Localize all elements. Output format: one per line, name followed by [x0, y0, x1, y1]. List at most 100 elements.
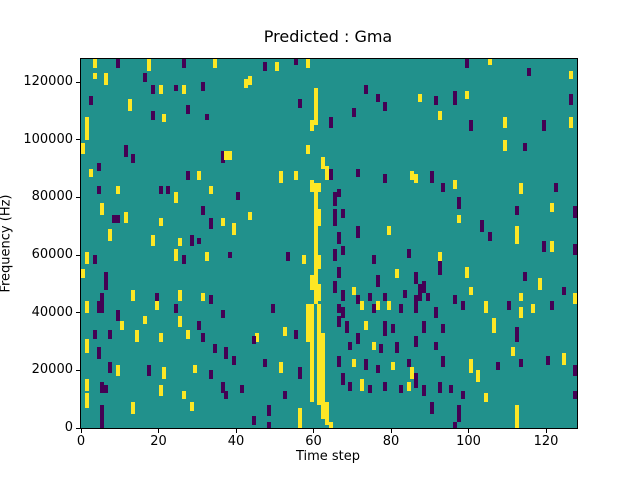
heatmap-cell — [205, 113, 209, 120]
heatmap-cell — [115, 185, 120, 195]
heatmap-cell — [329, 422, 333, 428]
heatmap-cell — [84, 116, 89, 140]
heatmap-cell — [437, 381, 442, 394]
heatmap-cell — [383, 381, 388, 391]
heatmap-cell — [515, 226, 519, 244]
heatmap-cell — [542, 240, 547, 253]
heatmap-cell — [329, 168, 333, 181]
heatmap-cell — [356, 332, 361, 345]
heatmap-cell — [313, 182, 318, 305]
heatmap-cell — [542, 119, 547, 132]
heatmap-cell — [383, 321, 388, 336]
heatmap-cell — [81, 269, 85, 279]
heatmap-cell — [336, 188, 341, 198]
heatmap-cell — [84, 301, 89, 313]
heatmap-cell — [425, 292, 430, 302]
heatmap-cell — [573, 390, 577, 400]
heatmap-cell — [197, 321, 202, 330]
heatmap-cell — [414, 335, 419, 348]
heatmap-cell — [569, 70, 574, 80]
heatmap-cell — [329, 116, 333, 129]
heatmap-cell — [340, 289, 345, 302]
heatmap-cell — [538, 278, 543, 290]
heatmap-cell — [232, 355, 237, 365]
heatmap-cell — [96, 162, 101, 172]
x-tick-label: 120 — [533, 434, 559, 449]
heatmap-cell — [348, 341, 353, 351]
heatmap-cell — [104, 272, 109, 290]
heatmap-cell — [150, 234, 155, 247]
heatmap-cell — [406, 249, 411, 258]
heatmap-cell — [394, 269, 399, 279]
heatmap-cell — [383, 174, 388, 183]
heatmap-cell — [146, 59, 151, 71]
heatmap-cell — [515, 206, 519, 215]
y-tick-mark — [76, 312, 80, 314]
heatmap-cell — [321, 332, 326, 420]
heatmap-cell — [549, 240, 554, 253]
heatmap-cell — [332, 191, 337, 207]
heatmap-cell — [410, 171, 415, 181]
heatmap-cell — [546, 355, 550, 365]
heatmap-cell — [224, 151, 229, 160]
heatmap-cell — [158, 84, 163, 94]
heatmap-cell — [561, 286, 566, 296]
heatmap-cell — [453, 180, 457, 189]
heatmap-cell — [371, 255, 376, 264]
heatmap-cell — [205, 252, 209, 261]
heatmap-cell — [433, 96, 438, 106]
heatmap-cell — [88, 168, 93, 178]
y-tick-label: 0 — [64, 420, 73, 435]
heatmap-cell — [162, 367, 167, 379]
heatmap-cell — [441, 182, 446, 192]
heatmap-cell — [391, 361, 395, 371]
heatmap-cell — [108, 329, 113, 339]
heatmap-cell — [197, 171, 202, 181]
y-tick-mark — [76, 369, 80, 371]
heatmap-cell — [224, 347, 229, 359]
heatmap-cell — [573, 364, 577, 377]
heatmap-cell — [332, 280, 337, 293]
heatmap-cell — [336, 315, 341, 328]
heatmap-cell — [336, 266, 341, 279]
heatmap-cell — [453, 422, 457, 428]
heatmap-cell — [193, 364, 198, 374]
heatmap-cell — [158, 217, 163, 227]
heatmap-cell — [367, 292, 372, 302]
x-tick-label: 60 — [305, 434, 322, 449]
heatmap-cell — [484, 393, 488, 403]
y-tick-mark — [76, 254, 80, 256]
heatmap-cell — [92, 59, 97, 68]
heatmap-cell — [251, 335, 256, 345]
heatmap-cell — [92, 73, 97, 80]
heatmap-cell — [464, 90, 469, 100]
heatmap-cell — [220, 217, 225, 227]
heatmap-cell — [441, 355, 446, 368]
x-tick-label: 80 — [382, 434, 400, 449]
heatmap-cell — [515, 404, 519, 428]
heatmap-cell — [317, 208, 322, 227]
heatmap-cell — [317, 182, 322, 192]
heatmap-cell — [340, 373, 345, 385]
heatmap-cell — [108, 361, 113, 374]
heatmap-cell — [247, 76, 252, 85]
heatmap-cell — [515, 327, 519, 342]
heatmap-cell — [177, 237, 182, 247]
heatmap-cell — [398, 304, 403, 313]
heatmap-cell — [208, 295, 213, 305]
heatmap-cell — [503, 116, 508, 129]
x-tick-label: 0 — [76, 434, 86, 449]
heatmap-cell — [263, 358, 268, 368]
heatmap-cell — [100, 301, 105, 313]
x-tick-label: 20 — [150, 434, 167, 449]
heatmap-cell — [360, 301, 364, 310]
heatmap-cell — [418, 283, 423, 302]
heatmap-cell — [84, 378, 89, 391]
heatmap-cell — [371, 304, 376, 313]
heatmap-cell — [422, 384, 426, 397]
heatmap-plot-area — [80, 58, 578, 429]
heatmap-cell — [181, 59, 186, 68]
heatmap-cell — [100, 381, 105, 394]
y-tick-label: 80000 — [31, 189, 73, 205]
heatmap-cell — [387, 301, 392, 310]
